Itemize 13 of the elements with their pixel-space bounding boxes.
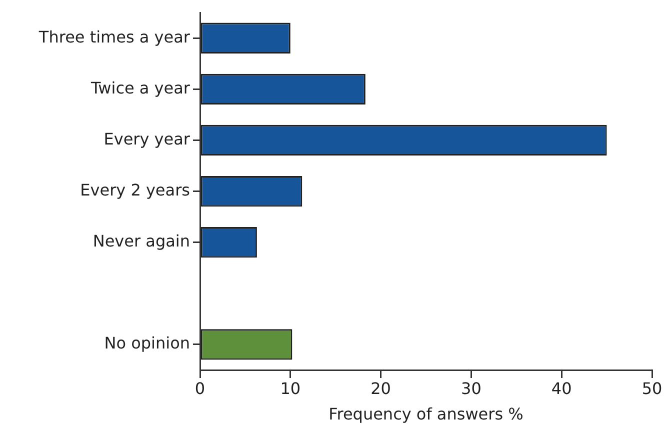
y-tick-label: Every year <box>104 129 190 148</box>
y-tick-label: No opinion <box>104 334 190 353</box>
y-tick-label: Every 2 years <box>80 180 190 200</box>
y-tick-label: Never again <box>92 232 190 251</box>
x-tick-label: 50 <box>642 378 662 398</box>
x-tick-label: 30 <box>461 378 482 398</box>
y-tick-label: Three times a year <box>38 27 190 46</box>
y-tick-label: Twice a year <box>90 78 190 98</box>
x-tick-label: 40 <box>551 378 572 398</box>
x-tick-label: 20 <box>370 378 391 398</box>
x-axis-title: Frequency of answers % <box>328 404 524 424</box>
x-tick-label: 0 <box>194 378 206 398</box>
x-tick-label: 10 <box>280 378 301 398</box>
